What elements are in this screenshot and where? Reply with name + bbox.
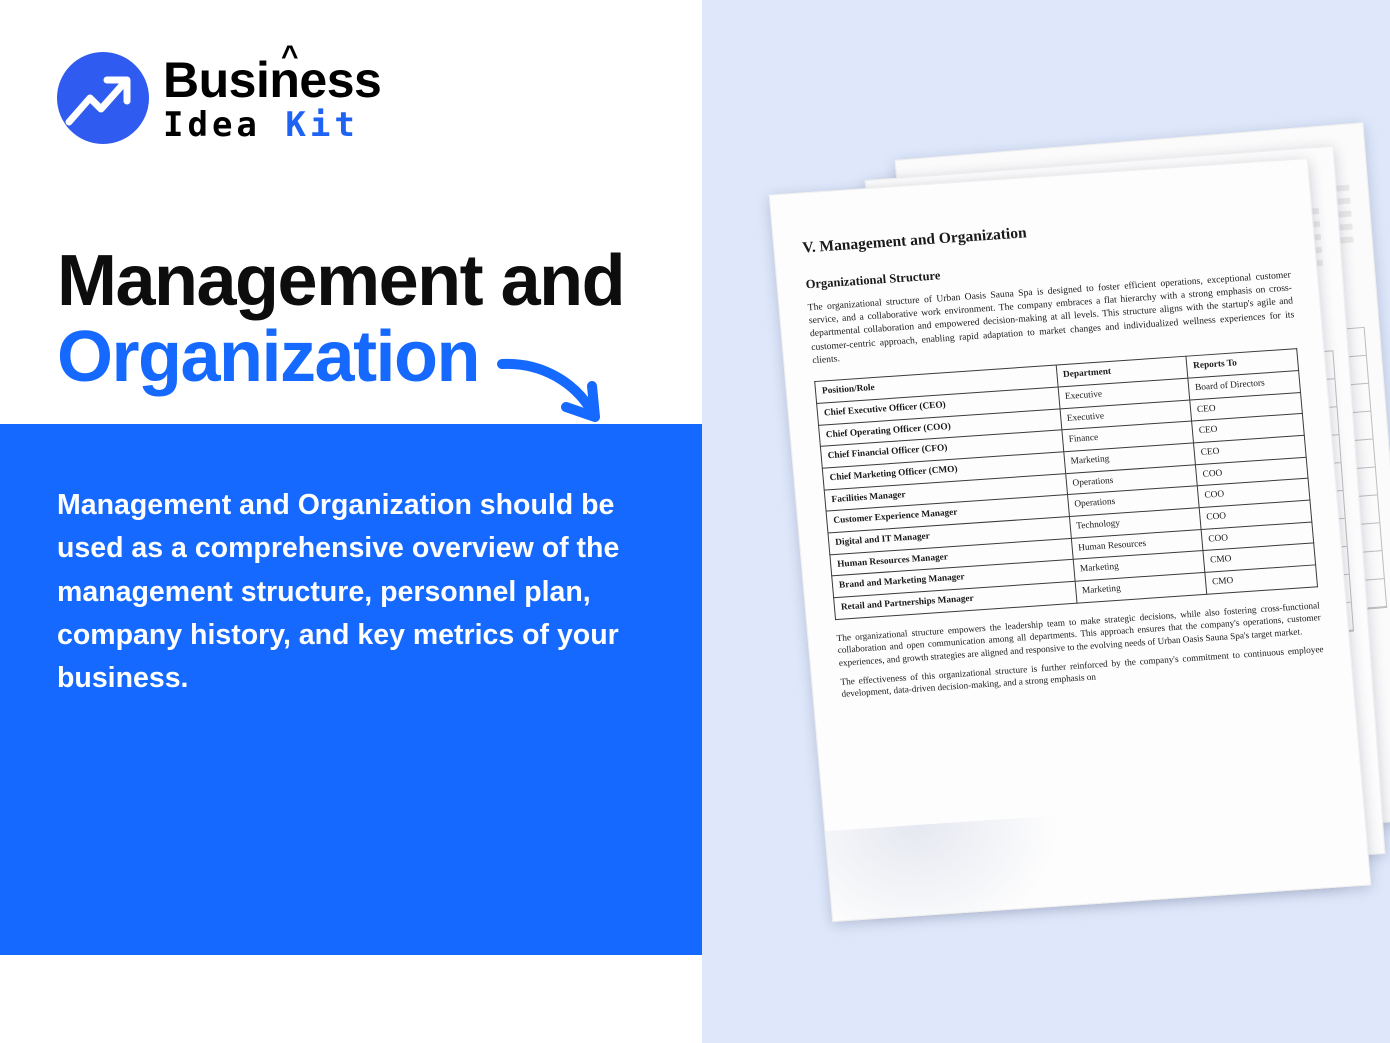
page-title-line2: Organization bbox=[57, 317, 481, 398]
brand-business-text: Business bbox=[163, 51, 382, 108]
callout-text: Management and Organization should be us… bbox=[57, 489, 620, 695]
brand-circumflex-accent: ^ bbox=[281, 39, 299, 73]
page-title: Management and Organization bbox=[57, 241, 626, 398]
document-stack[interactable]: V. Management and Organization Organizat… bbox=[640, 120, 1390, 922]
brand-idea-text: Idea bbox=[163, 104, 261, 145]
brand-line-business: Business ^ bbox=[163, 41, 382, 108]
brand-kit-text: Kit bbox=[285, 104, 359, 145]
page-title-line1: Management and bbox=[57, 241, 626, 321]
growth-arrow-circle-icon bbox=[57, 52, 149, 144]
document-page-front[interactable]: V. Management and Organization Organizat… bbox=[768, 158, 1372, 922]
curved-down-right-arrow-icon bbox=[496, 352, 616, 437]
brand-wordmark: Business ^ Idea Kit bbox=[163, 41, 382, 142]
blue-callout-panel bbox=[0, 424, 702, 955]
brand-logo[interactable]: Business ^ Idea Kit bbox=[57, 41, 382, 144]
brand-line-idea-kit: Idea Kit bbox=[163, 108, 381, 142]
page-curl-shadow bbox=[819, 815, 1070, 922]
org-structure-table: Position/Role Department Reports To Chie… bbox=[814, 348, 1318, 620]
